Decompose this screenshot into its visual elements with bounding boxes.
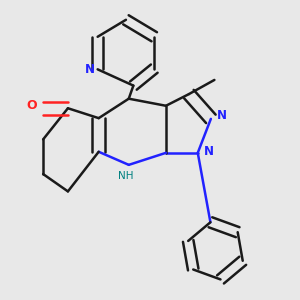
Text: O: O (26, 99, 37, 112)
Text: NH: NH (118, 171, 134, 181)
Text: N: N (217, 109, 226, 122)
Text: N: N (204, 145, 214, 158)
Text: N: N (85, 63, 95, 76)
